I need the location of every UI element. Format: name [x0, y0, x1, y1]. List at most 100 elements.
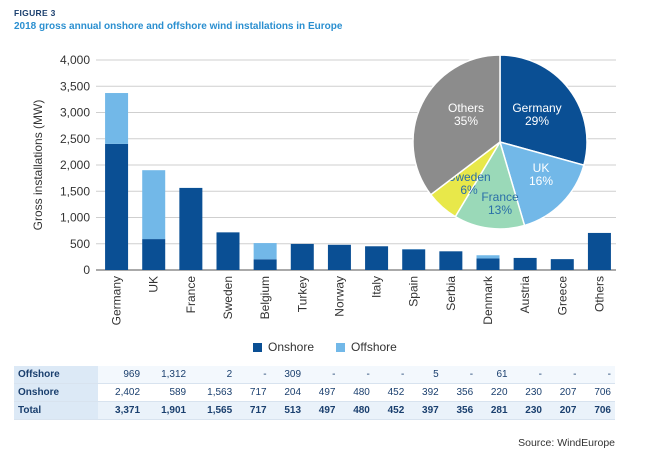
table-cell: 1,563 [190, 383, 237, 402]
bar-onshore [327, 244, 351, 270]
table-row-label: Offshore [14, 366, 98, 384]
bar-onshore [253, 259, 277, 270]
table-row-label: Onshore [14, 383, 98, 402]
x-tick-label: Spain [407, 276, 421, 307]
x-tick-label: UK [147, 276, 161, 293]
table-cell: 480 [339, 401, 374, 420]
table-cell: 309 [270, 366, 306, 384]
y-tick-label: 2,500 [60, 132, 90, 146]
bar-offshore [476, 255, 500, 259]
table-cell: 392 [408, 383, 443, 402]
table-cell: 356 [442, 401, 478, 420]
legend-swatch-onshore [253, 342, 262, 352]
pie-label: Others [448, 101, 484, 115]
y-tick-label: 0 [83, 263, 90, 277]
table-cell: - [511, 366, 546, 384]
x-tick-label: Norway [332, 276, 346, 317]
pie-slice [498, 140, 585, 227]
table-cell: 513 [270, 401, 306, 420]
y-tick-label: 2,000 [60, 158, 90, 172]
table-cell: 480 [339, 383, 374, 402]
y-tick-label: 4,000 [60, 53, 90, 67]
figure-title: 2018 gross annual onshore and offshore w… [14, 21, 343, 32]
table-cell: 497 [305, 383, 340, 402]
source-note: Source: WindEurope [518, 437, 615, 449]
bar-onshore [476, 258, 500, 270]
y-tick-label: 500 [70, 237, 90, 251]
x-tick-label: Denmark [481, 275, 495, 325]
legend-item-onshore: Onshore [253, 340, 314, 354]
legend-label-offshore: Offshore [351, 340, 397, 354]
bar-offshore [105, 93, 129, 144]
table-cell: 230 [511, 401, 546, 420]
table-cell: 3,371 [98, 401, 145, 420]
bar-onshore [513, 257, 537, 270]
pie-label: UK [533, 161, 550, 175]
table-row: Total 3,371 1,901 1,565 717 513 497 480 452 397 35… [14, 401, 615, 420]
bar-onshore [105, 143, 129, 270]
table-cell: 717 [236, 383, 271, 402]
legend-label-onshore: Onshore [268, 340, 315, 354]
table-cell: 281 [477, 401, 512, 420]
table-row-label: Total [14, 401, 98, 420]
table-cell: 204 [270, 383, 306, 402]
table-cell: 356 [442, 383, 478, 402]
table-cell: - [580, 366, 615, 384]
table-cell: 452 [373, 401, 409, 420]
x-tick-label: Greece [555, 276, 569, 316]
table-cell: 207 [545, 401, 581, 420]
pie-value-label: 29% [525, 114, 549, 128]
table-cell: 969 [98, 366, 145, 384]
pie-label: Germany [512, 101, 561, 115]
table-cell: - [339, 366, 374, 384]
y-axis-title: Gross installations (MW) [31, 100, 45, 231]
pie-slice [454, 140, 526, 230]
table-cell: - [305, 366, 340, 384]
table-cell: 497 [305, 401, 340, 420]
pie-slice [499, 54, 588, 167]
bar-onshore [550, 259, 574, 270]
x-tick-label: France [184, 276, 198, 314]
table-cell: 2,402 [98, 383, 145, 402]
x-tick-label: Others [592, 276, 606, 312]
table-cell: 220 [477, 383, 512, 402]
table-cell: 2 [190, 366, 237, 384]
y-tick-label: 1,500 [60, 184, 90, 198]
y-tick-label: 3,000 [60, 106, 90, 120]
table-cell: 61 [477, 366, 512, 384]
table-cell: 452 [373, 383, 409, 402]
legend-swatch-offshore [336, 342, 346, 352]
pie-value-label: 13% [488, 203, 512, 217]
table-cell: 397 [408, 401, 443, 420]
table-cell: - [236, 366, 271, 384]
table-row: Onshore 2,402 589 1,563 717 204 497 480 452 392 35… [14, 383, 615, 402]
pie-slice [412, 54, 501, 196]
bar-onshore [142, 239, 166, 270]
data-table: Offshore 969 1,312 2-309- - -5-61- - - Onshore 2,… [14, 366, 615, 420]
pie-label: France [481, 190, 519, 204]
figure-label: FIGURE 3 [14, 8, 56, 18]
table-cell: 706 [580, 383, 615, 402]
y-tick-label: 1,000 [60, 211, 90, 225]
x-tick-label: Turkey [295, 276, 309, 312]
table-cell: 207 [545, 383, 581, 402]
pie-value-label: 6% [460, 183, 478, 197]
table-cell: 5 [408, 366, 443, 384]
bar-offshore [253, 243, 277, 260]
bar-onshore [216, 232, 240, 270]
x-tick-label: Sweden [221, 276, 235, 319]
x-tick-label: Italy [370, 276, 384, 298]
x-tick-label: Germany [110, 276, 124, 325]
bar-onshore [587, 232, 611, 270]
table-row: Offshore 969 1,312 2-309- - -5-61- - - [14, 366, 615, 384]
table-cell: 717 [236, 401, 271, 420]
x-tick-label: Austria [518, 276, 532, 314]
y-tick-label: 3,500 [60, 79, 90, 93]
table-cell: 1,565 [190, 401, 237, 420]
table-cell: 1,901 [144, 401, 191, 420]
bar-onshore [365, 246, 389, 270]
table-cell: 1,312 [144, 366, 191, 384]
table-cell: - [545, 366, 581, 384]
bar-onshore [402, 249, 426, 270]
table-cell: 589 [144, 383, 191, 402]
